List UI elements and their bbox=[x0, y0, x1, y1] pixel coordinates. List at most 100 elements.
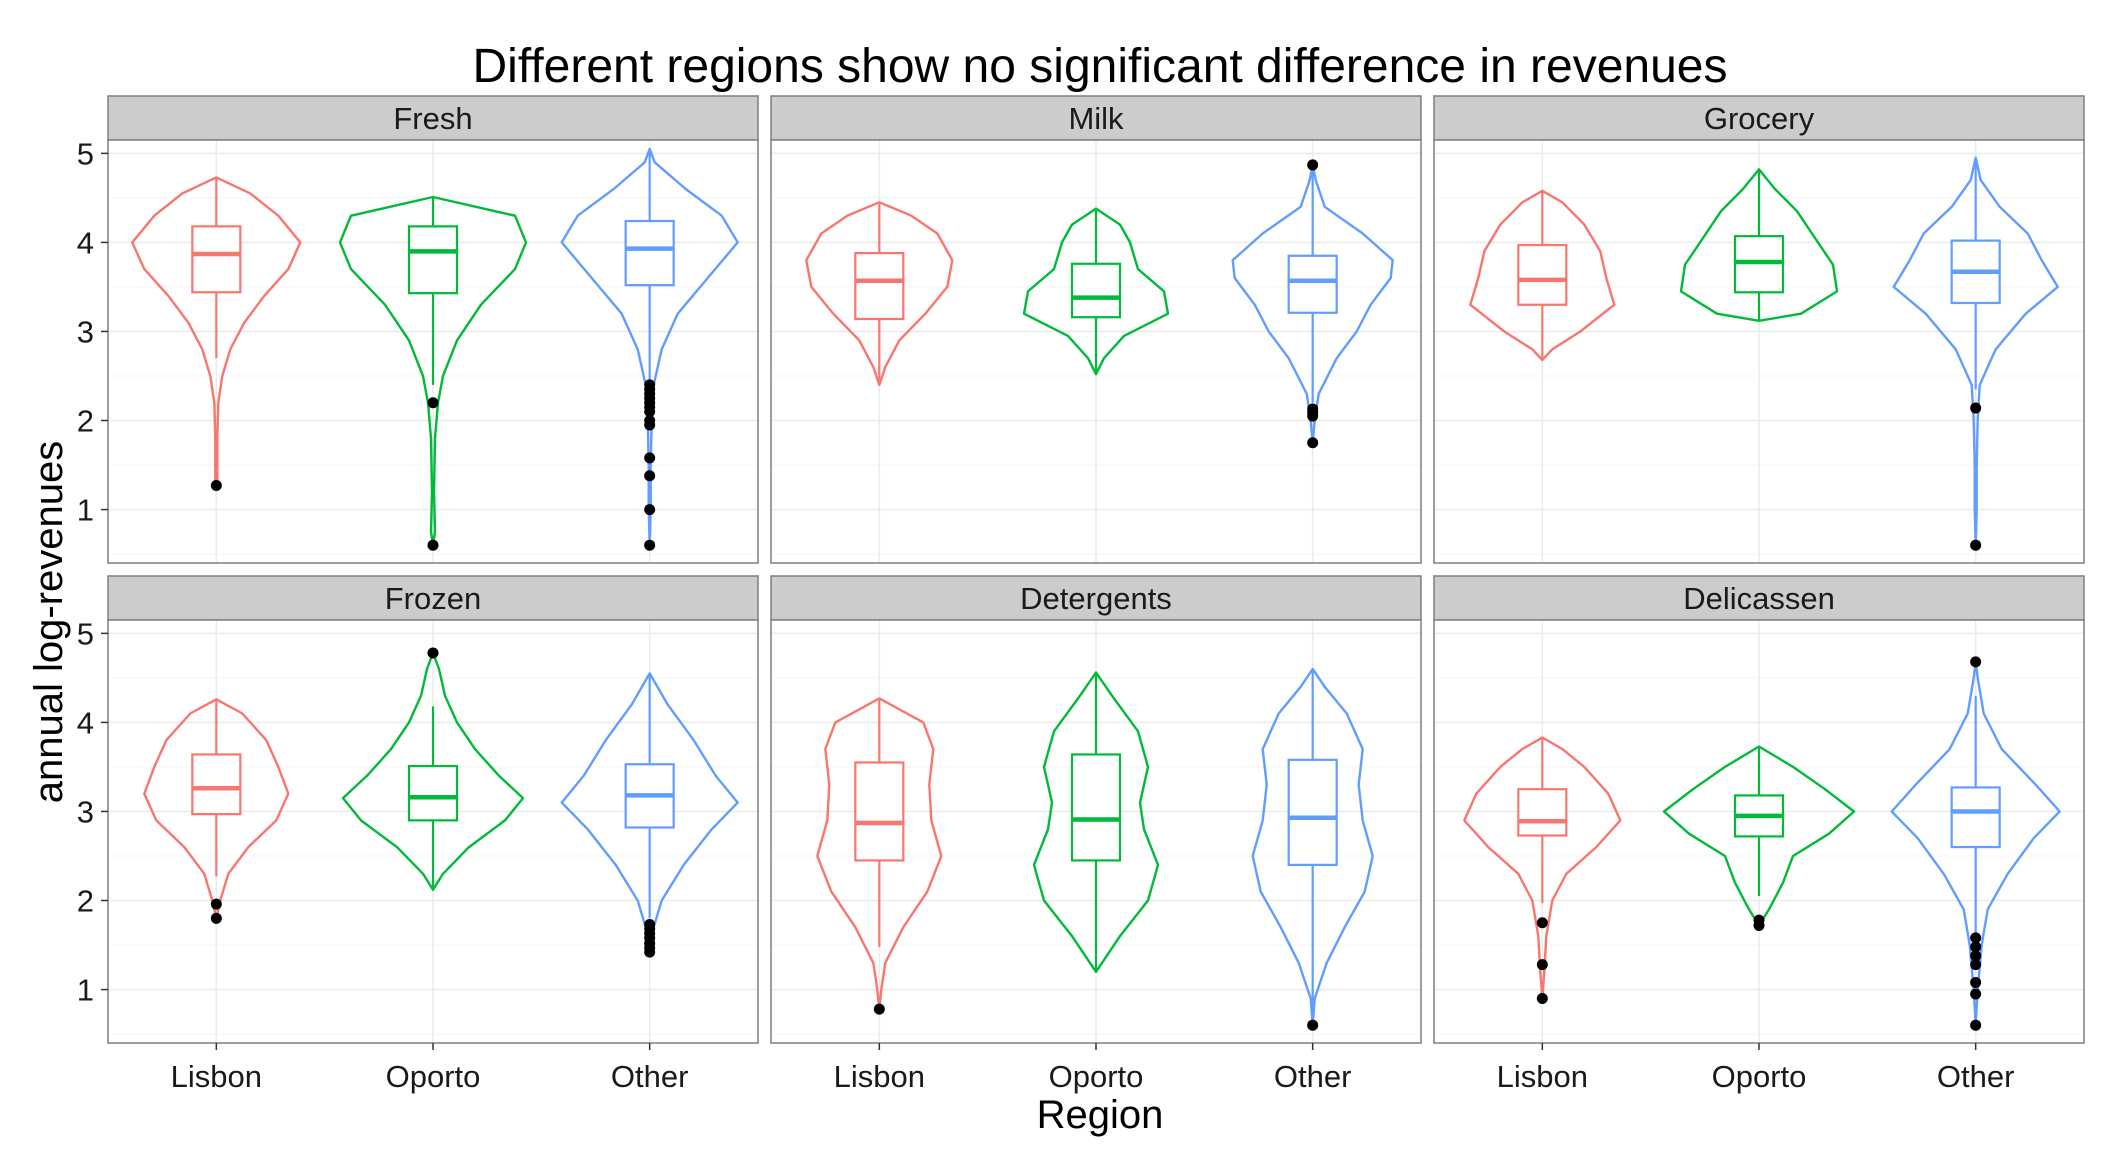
x-axis-title: Region bbox=[1037, 1093, 1164, 1137]
group-frozen-oporto bbox=[341, 647, 525, 891]
box-delicassen-lisbon bbox=[1517, 788, 1568, 837]
box-detergents-oporto bbox=[1070, 753, 1122, 862]
chart-title: Different regions show no significant di… bbox=[473, 40, 1728, 93]
outlier-point-delicassen-other-5 bbox=[1970, 976, 1982, 988]
strip-label-frozen: Frozen bbox=[385, 581, 481, 616]
outlier-point-fresh-other-11 bbox=[644, 504, 656, 516]
group-grocery-oporto bbox=[1679, 168, 1839, 322]
outlier-point-delicassen-other-3 bbox=[1970, 950, 1982, 962]
panel-border-grocery bbox=[1433, 139, 2085, 564]
outlier-point-delicassen-other-2 bbox=[1970, 941, 1982, 953]
y-tick-label-4: 4 bbox=[77, 225, 94, 260]
y-tick-label-5: 5 bbox=[77, 616, 94, 651]
outlier-point-frozen-lisbon-0 bbox=[210, 898, 222, 910]
outlier-point-milk-other-0 bbox=[1307, 159, 1319, 171]
group-detergents-oporto bbox=[1032, 671, 1160, 973]
outlier-point-fresh-lisbon-0 bbox=[210, 480, 222, 492]
box-frozen-oporto bbox=[407, 764, 459, 822]
box-milk-other bbox=[1287, 254, 1338, 314]
x-tick-label-frozen-other: Other bbox=[611, 1059, 689, 1094]
outlier-point-fresh-other-9 bbox=[644, 452, 656, 464]
group-delicassen-other bbox=[1890, 656, 2061, 1031]
outlier-point-delicassen-other-1 bbox=[1970, 932, 1982, 944]
group-detergents-other bbox=[1251, 667, 1374, 1031]
group-fresh-oporto bbox=[338, 195, 528, 551]
group-milk-other bbox=[1231, 159, 1394, 449]
outlier-point-milk-other-4 bbox=[1307, 437, 1319, 449]
outlier-point-delicassen-other-4 bbox=[1970, 959, 1982, 971]
outlier-point-frozen-lisbon-1 bbox=[210, 912, 222, 924]
outlier-point-frozen-other-6 bbox=[644, 946, 656, 958]
panel-frozen: Frozen 1 2 3 4 5 Lisbon Oporto Other bbox=[77, 575, 759, 1094]
outlier-point-delicassen-lisbon-0 bbox=[1536, 917, 1548, 929]
strip-label-grocery: Grocery bbox=[1704, 101, 1815, 136]
violin-grocery-other bbox=[1892, 156, 2059, 547]
group-milk-lisbon bbox=[805, 201, 954, 387]
y-tick-label-5: 5 bbox=[77, 136, 94, 171]
strip-label-detergents: Detergents bbox=[1020, 581, 1172, 616]
strip-label-milk: Milk bbox=[1068, 101, 1124, 136]
violin-delicassen-lisbon bbox=[1463, 736, 1622, 1000]
group-frozen-other bbox=[560, 672, 739, 958]
y-tick-label-4: 4 bbox=[77, 705, 94, 740]
panel-grocery: Grocery bbox=[1433, 95, 2085, 564]
outlier-point-delicassen-other-0 bbox=[1970, 656, 1982, 668]
outlier-point-delicassen-oporto-1 bbox=[1753, 919, 1765, 931]
strip-delicassen bbox=[1433, 575, 2085, 621]
outlier-point-delicassen-lisbon-1 bbox=[1536, 959, 1548, 971]
group-delicassen-oporto bbox=[1662, 745, 1856, 931]
panels-layer: Fresh 1 2 3 4 5 Milk Grocery Frozen 1 2 3 4 5 Lisbon Op… bbox=[77, 95, 2085, 1094]
strip-label-fresh: Fresh bbox=[393, 101, 472, 136]
y-tick-label-3: 3 bbox=[77, 314, 94, 349]
x-tick-label-detergents-lisbon: Lisbon bbox=[834, 1059, 925, 1094]
y-tick-label-2: 2 bbox=[77, 404, 94, 439]
outlier-point-delicassen-lisbon-2 bbox=[1536, 992, 1548, 1004]
y-axis-title: annual log-revenues bbox=[27, 441, 71, 803]
panel-delicassen: Delicassen Lisbon Oporto Other bbox=[1433, 575, 2085, 1094]
strip-label-delicassen: Delicassen bbox=[1683, 581, 1835, 616]
outlier-point-delicassen-other-6 bbox=[1970, 988, 1982, 1000]
y-tick-label-2: 2 bbox=[77, 884, 94, 919]
outlier-point-fresh-other-6 bbox=[644, 406, 656, 418]
box-delicassen-other bbox=[1950, 786, 2001, 849]
panel-border-fresh bbox=[107, 139, 759, 564]
violin-detergents-oporto bbox=[1032, 671, 1160, 973]
outlier-point-frozen-oporto-0 bbox=[427, 647, 439, 659]
violin-fresh-lisbon bbox=[131, 176, 302, 487]
box-frozen-lisbon bbox=[191, 753, 242, 816]
panel-border-milk bbox=[770, 139, 1422, 564]
x-tick-label-delicassen-other: Other bbox=[1937, 1059, 2015, 1094]
outlier-point-fresh-oporto-0 bbox=[427, 397, 439, 409]
box-detergents-other bbox=[1287, 758, 1338, 866]
group-grocery-other bbox=[1892, 156, 2059, 551]
outlier-point-milk-other-3 bbox=[1307, 410, 1319, 422]
box-milk-lisbon bbox=[854, 251, 905, 321]
x-tick-label-delicassen-oporto: Oporto bbox=[1712, 1059, 1807, 1094]
group-milk-oporto bbox=[1022, 207, 1170, 376]
x-tick-label-detergents-other: Other bbox=[1274, 1059, 1352, 1094]
group-fresh-lisbon bbox=[131, 176, 302, 492]
group-detergents-lisbon bbox=[816, 697, 943, 1015]
x-tick-label-detergents-oporto: Oporto bbox=[1049, 1059, 1144, 1094]
y-tick-label-3: 3 bbox=[77, 794, 94, 829]
outlier-point-fresh-other-10 bbox=[644, 470, 656, 482]
strip-milk bbox=[770, 95, 1422, 141]
outlier-point-fresh-oporto-1 bbox=[427, 539, 439, 551]
panel-fresh: Fresh 1 2 3 4 5 bbox=[77, 95, 759, 564]
violin-frozen-other bbox=[560, 672, 739, 956]
box-fresh-other bbox=[624, 219, 675, 287]
group-grocery-lisbon bbox=[1469, 189, 1616, 362]
group-delicassen-lisbon bbox=[1463, 736, 1622, 1004]
outlier-point-fresh-other-12 bbox=[644, 539, 656, 551]
x-tick-label-frozen-oporto: Oporto bbox=[386, 1059, 481, 1094]
x-tick-label-delicassen-lisbon: Lisbon bbox=[1497, 1059, 1588, 1094]
box-milk-oporto bbox=[1070, 262, 1122, 319]
outlier-point-detergents-other-0 bbox=[1307, 1019, 1319, 1031]
box-detergents-lisbon bbox=[854, 761, 905, 862]
strip-detergents bbox=[770, 575, 1422, 621]
group-fresh-other bbox=[560, 147, 739, 551]
violin-milk-lisbon bbox=[805, 201, 954, 387]
outlier-point-detergents-lisbon-0 bbox=[873, 1003, 885, 1015]
outlier-point-delicassen-other-7 bbox=[1970, 1019, 1982, 1031]
